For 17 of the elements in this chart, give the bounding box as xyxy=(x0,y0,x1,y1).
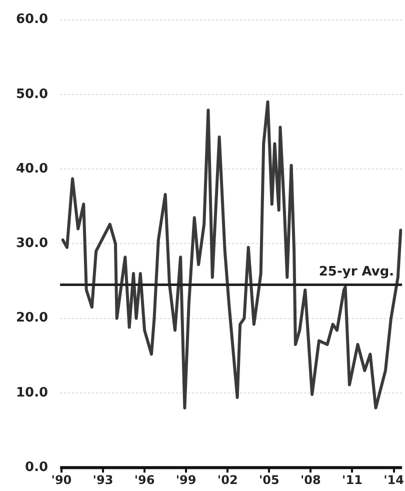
y-tick-label: 30.0 xyxy=(16,236,48,252)
x-tick-label: '96 xyxy=(134,472,155,487)
x-tick-label: '08 xyxy=(300,472,321,487)
x-tick-label: '90 xyxy=(51,472,72,487)
x-tick-label: '02 xyxy=(217,472,238,487)
y-tick-label: 40.0 xyxy=(16,161,48,176)
x-tick-label: '14 xyxy=(384,472,404,487)
x-tick-label: '93 xyxy=(92,472,114,487)
y-tick-label: 0.0 xyxy=(25,460,48,475)
x-tick-label: '11 xyxy=(342,472,362,487)
y-tick-label: 50.0 xyxy=(16,86,48,102)
y-tick-label: 10.0 xyxy=(16,385,48,400)
y-tick-label: 20.0 xyxy=(16,310,48,326)
ref-line-label: 25-yr Avg. xyxy=(318,264,394,280)
x-tick-label: '99 xyxy=(176,472,196,487)
y-tick-label: 60.0 xyxy=(16,12,48,28)
x-tick-label: '05 xyxy=(258,472,280,487)
